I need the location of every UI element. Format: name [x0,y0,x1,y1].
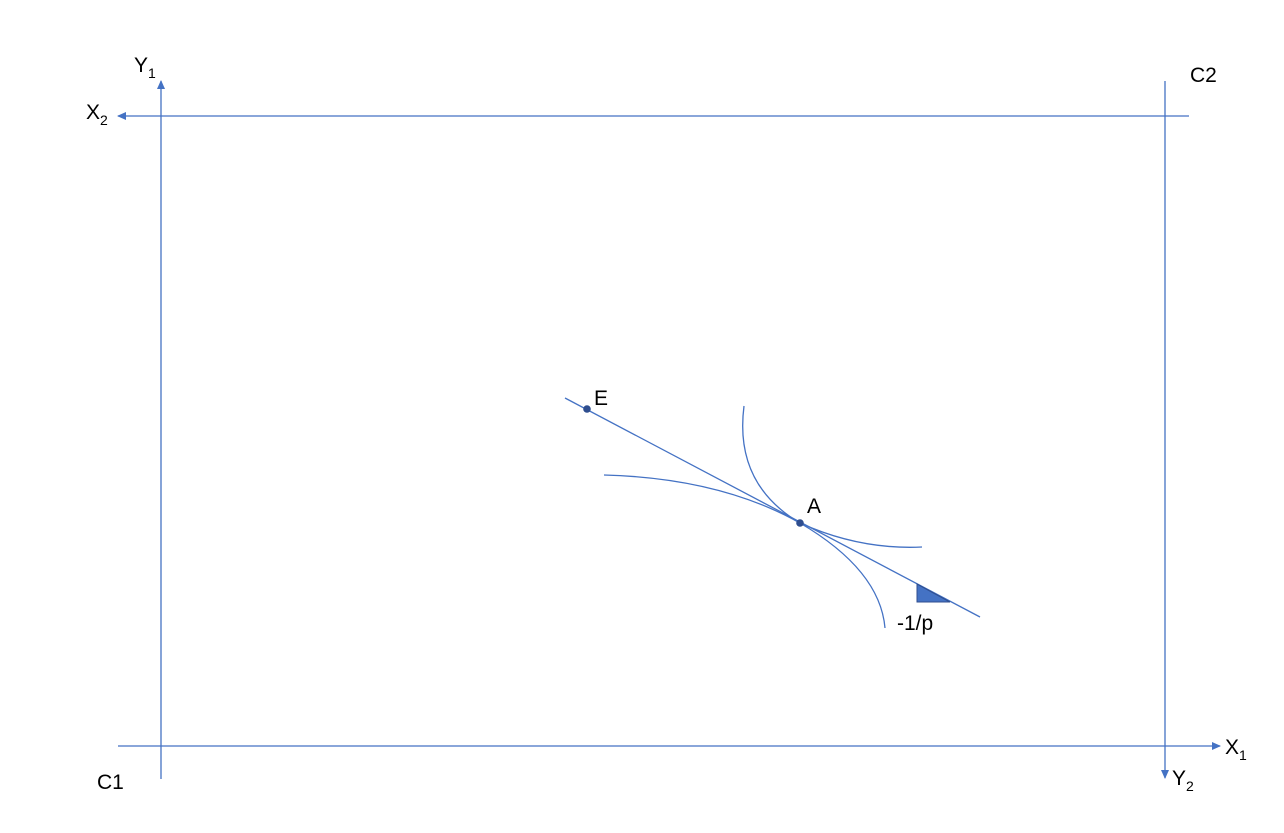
slope-label: -1/p [897,612,933,635]
endowment-point [583,405,591,413]
allocation-point [796,519,804,527]
y2-axis-label: Y2 [1172,767,1194,794]
allocation-label: A [807,495,821,518]
budget-line [564,397,981,618]
x2-axis-label: X2 [86,101,108,128]
y1-axis-label: Y1 [134,54,156,81]
endowment-label: E [594,387,608,410]
y2-axis-label-base: Y [1172,767,1186,790]
y1-axis-label-base: Y [134,54,148,77]
y2-axis-label-sub: 2 [1186,778,1194,794]
x2-axis-label-base: X [86,101,100,124]
x1-axis-label: X1 [1225,736,1247,763]
y1-axis-label-sub: 1 [148,65,156,81]
indifference-curve-consumer1 [603,474,923,548]
origin-c1-label: C1 [97,771,124,794]
origin-c2-label: C2 [1190,64,1217,87]
x1-axis-label-sub: 1 [1239,747,1247,763]
slope-triangle [916,583,951,603]
x1-axis-label-base: X [1225,736,1239,759]
x2-axis-label-sub: 2 [100,112,108,128]
